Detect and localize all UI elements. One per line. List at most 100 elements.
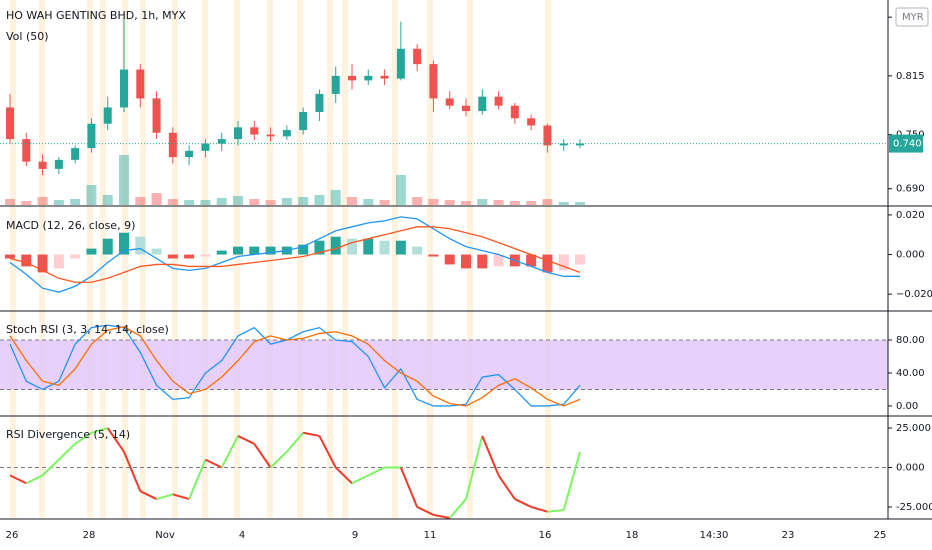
rsi-segment (237, 435, 255, 445)
candle-body (527, 118, 536, 126)
volume-bar (428, 199, 439, 205)
candle-body (576, 143, 584, 146)
candle-body (380, 75, 389, 79)
rsi-segment (269, 451, 288, 469)
rsi-segment (172, 493, 190, 501)
volume-bar (281, 198, 292, 205)
last-price-label: 0.740 (893, 139, 922, 150)
rsi-segment (91, 427, 108, 434)
x-tick-label: Nov (155, 530, 175, 541)
volume-bar (249, 199, 260, 205)
candle-body (510, 105, 519, 119)
candle-body (348, 75, 356, 81)
volume-bar (119, 155, 129, 205)
rsi-segment (9, 474, 27, 485)
rsi-segment (74, 431, 92, 445)
candle-body (234, 127, 242, 140)
last-price-badge (889, 134, 923, 153)
y-tick-label: 40.00 (896, 368, 925, 379)
volume-bar (493, 200, 504, 205)
candle-body (445, 98, 454, 106)
volume-bar (542, 199, 553, 205)
rsi-segment (106, 427, 125, 453)
rsi-segment (416, 506, 434, 516)
candle-body (22, 139, 31, 162)
volume-bar (526, 201, 537, 205)
volume-bar (363, 199, 374, 205)
macd-histogram-bar (86, 248, 97, 255)
macd-histogram-bar (428, 254, 439, 257)
rsi-segment (286, 432, 304, 453)
session-band (267, 0, 273, 518)
candle-body (413, 48, 422, 65)
rsi-segment (156, 493, 174, 501)
rsi-title: RSI Divergence (5, 14) (6, 428, 130, 441)
session-band (342, 0, 348, 518)
session-band (140, 0, 146, 518)
macd-histogram-bar (151, 248, 162, 255)
rsi-segment (220, 435, 239, 468)
volume-bar (461, 201, 471, 205)
candle-body (315, 93, 324, 112)
rsi-segment (188, 459, 207, 500)
rsi-segment (351, 474, 369, 485)
macd-histogram-bar (233, 246, 243, 255)
y-tick-label: 25.000 (896, 423, 931, 434)
x-tick-label: 11 (424, 530, 437, 541)
y-tick-label: 0.00 (896, 401, 918, 412)
chart-title: HO WAH GENTING BHD, 1h, MYX (6, 9, 186, 22)
volume-bar (102, 195, 113, 205)
volume-bar (53, 200, 64, 205)
macd-histogram-bar (216, 250, 227, 255)
session-band (392, 0, 398, 518)
candle-body (478, 96, 487, 112)
stoch-title: Stoch RSI (3, 3, 14, 14, close) (6, 323, 169, 336)
x-tick-label: 9 (352, 530, 358, 541)
candle-body (559, 143, 568, 146)
macd-histogram-bar (135, 236, 146, 255)
candle-body (364, 75, 373, 81)
volume-bar (330, 190, 341, 205)
y-tick-label: 0.000 (896, 250, 925, 261)
stoch-d-line (9, 326, 581, 407)
y-tick-label: 0.690 (896, 184, 925, 195)
y-tick-label: -25.000 (896, 502, 932, 513)
session-band (100, 0, 106, 518)
macd-histogram-bar (167, 254, 178, 259)
x-tick-label: 25 (874, 530, 887, 541)
candle-body (282, 130, 291, 137)
volume-bar (216, 198, 227, 205)
candle-body (201, 143, 210, 151)
candle-body (494, 96, 503, 106)
macd-histogram-bar (477, 254, 488, 269)
candle-body (103, 107, 112, 124)
macd-histogram-bar (526, 254, 537, 267)
macd-histogram-bar (298, 244, 309, 255)
macd-histogram-bar (53, 254, 64, 269)
session-band (172, 0, 178, 518)
candle-body (299, 111, 308, 131)
macd-histogram-bar (21, 254, 32, 267)
volume-bar (70, 199, 81, 205)
volume-bar (509, 201, 520, 205)
volume-bar (558, 202, 569, 205)
session-band (327, 0, 333, 518)
volume-bar (86, 185, 97, 205)
rsi-segment (123, 451, 142, 492)
rsi-segment (25, 474, 44, 485)
macd-histogram-bar (412, 246, 423, 255)
volume-bar (21, 201, 32, 205)
rsi-segment (367, 466, 386, 477)
macd-histogram-bar (542, 254, 553, 273)
candle-body (38, 161, 47, 169)
rsi-segment (41, 458, 60, 477)
volume-bar (200, 200, 211, 205)
macd-histogram-bar (395, 240, 406, 255)
volume-bar (412, 197, 423, 205)
session-band (427, 0, 433, 518)
candle-body (152, 98, 161, 133)
volume-bar (184, 200, 195, 205)
macd-histogram-bar (5, 254, 15, 259)
macd-histogram-bar (461, 254, 471, 269)
